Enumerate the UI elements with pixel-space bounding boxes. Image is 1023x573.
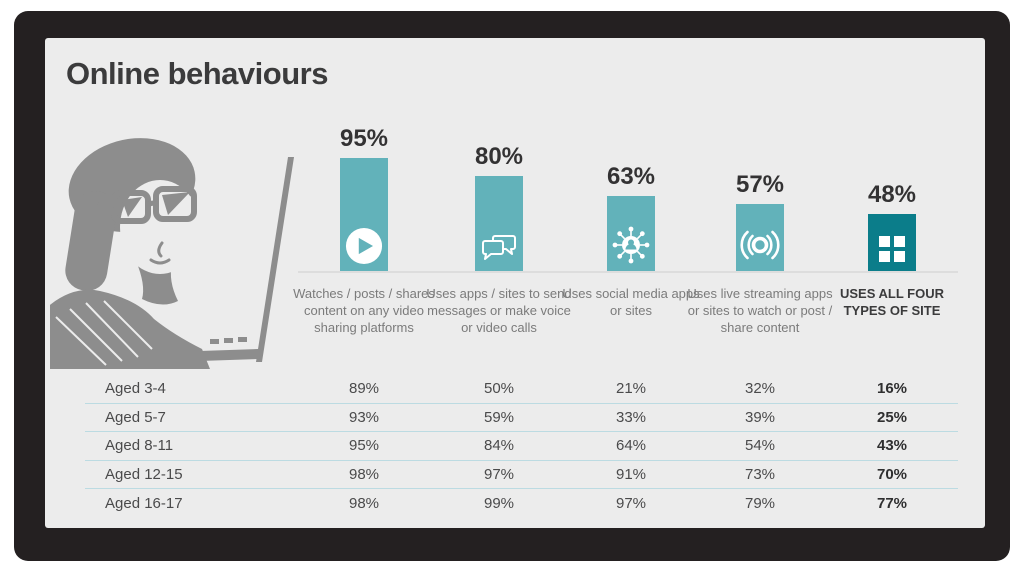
table-cell: 79% [744, 494, 776, 512]
bar [607, 196, 655, 272]
table-cell: 99% [483, 494, 515, 512]
age-table: Aged 3-4 89% 50% 21% 32% 16% Aged 5-7 93% 59% 33%… [85, 375, 958, 517]
age-label: Aged 8-11 [105, 437, 174, 455]
table-cell: 32% [744, 380, 776, 398]
bar-value-label: 95% [339, 125, 389, 152]
table-cell: 89% [348, 380, 380, 398]
bar-column: 63% [565, 38, 697, 272]
bar-column: 48% [826, 38, 958, 272]
table-row: Aged 16-17 98% 99% 97% 79% 77% [85, 489, 958, 517]
chart-baseline [298, 271, 958, 273]
table-cell: 91% [615, 466, 647, 484]
table-cell: 54% [744, 437, 776, 455]
bar-value-label: 63% [606, 163, 656, 191]
bar [868, 214, 916, 272]
child-at-laptop-illustration [45, 133, 300, 374]
play-icon [345, 227, 383, 265]
four-squares-icon [876, 233, 908, 265]
chat-bubbles-icon [478, 231, 520, 265]
bar-column: 95% [298, 38, 430, 272]
live-streaming-icon [736, 225, 784, 265]
bar-description: Uses live streaming apps or sites to wat… [687, 286, 833, 336]
table-cell: 33% [615, 408, 647, 426]
age-label: Aged 5-7 [105, 408, 166, 426]
table-cell: 84% [483, 437, 515, 455]
page-title: Online behaviours [66, 56, 328, 91]
table-cell: 77% [876, 494, 908, 512]
age-label: Aged 12-15 [105, 466, 183, 484]
age-label: Aged 3-4 [105, 380, 166, 398]
age-label: Aged 16-17 [105, 494, 183, 512]
bar-description: USES ALL FOUR TYPES OF SITE [839, 286, 944, 319]
table-cell: 93% [348, 408, 380, 426]
table-cell: 25% [876, 408, 908, 426]
bar-value-label: 57% [735, 170, 785, 198]
bar-column: 57% [694, 38, 826, 272]
bar-description: Uses social media apps or sites [562, 286, 700, 319]
table-cell: 70% [876, 466, 908, 484]
bar-value-label: 80% [474, 143, 524, 170]
social-network-icon [611, 225, 651, 265]
bar-value-label: 48% [867, 181, 917, 209]
bar-description: Watches / posts / shares content on any … [293, 286, 435, 336]
bar-description: Uses apps / sites to send messages or ma… [426, 286, 572, 336]
table-row: Aged 12-15 98% 97% 91% 73% 70% [85, 461, 958, 490]
table-cell: 43% [876, 437, 908, 455]
table-cell: 97% [615, 494, 647, 512]
table-row: Aged 5-7 93% 59% 33% 39% 25% [85, 404, 958, 433]
bar [736, 203, 784, 272]
table-row: Aged 3-4 89% 50% 21% 32% 16% [85, 375, 958, 404]
table-cell: 16% [876, 380, 908, 398]
bar [340, 158, 388, 272]
table-cell: 98% [348, 494, 380, 512]
table-cell: 97% [483, 466, 515, 484]
table-cell: 95% [348, 437, 380, 455]
table-cell: 73% [744, 466, 776, 484]
table-cell: 39% [744, 408, 776, 426]
slide: Online behaviours [45, 38, 985, 528]
monitor-frame: Online behaviours [14, 11, 1010, 561]
table-cell: 50% [483, 380, 515, 398]
bar-column: 80% [433, 38, 565, 272]
table-cell: 98% [348, 466, 380, 484]
table-cell: 21% [615, 380, 647, 398]
bar [475, 176, 523, 272]
table-row: Aged 8-11 95% 84% 64% 54% 43% [85, 432, 958, 461]
table-cell: 64% [615, 437, 647, 455]
table-cell: 59% [483, 408, 515, 426]
